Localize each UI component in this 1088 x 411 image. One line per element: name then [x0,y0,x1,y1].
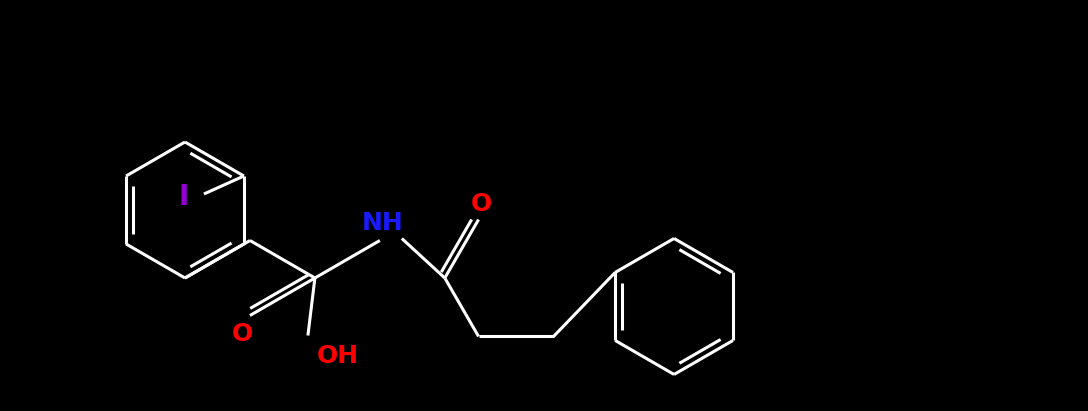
Text: I: I [178,183,189,211]
Text: O: O [471,192,492,215]
Text: O: O [232,321,252,346]
Text: NH: NH [362,210,404,235]
Text: OH: OH [317,344,359,367]
